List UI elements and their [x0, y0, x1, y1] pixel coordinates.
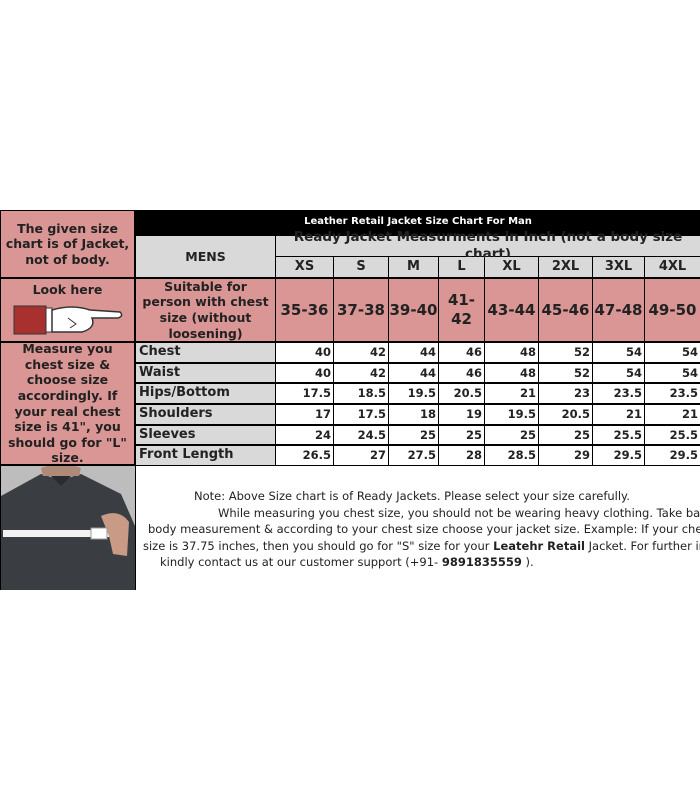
measurement-cell: 29.5	[593, 446, 644, 465]
note-line: body measurement & according to your che…	[148, 522, 700, 536]
measurement-cell: 54	[645, 364, 700, 382]
measurement-cell: 21	[593, 405, 644, 424]
measurement-cell: 46	[439, 364, 484, 382]
measurement-cell: 20.5	[439, 384, 484, 403]
chest-range: 37-38	[334, 279, 388, 341]
brand-name: Leatehr Retail	[493, 538, 585, 553]
measurement-cell: 40	[276, 364, 333, 382]
measurement-cell: 23	[539, 384, 592, 403]
row-label: Front Length	[136, 446, 275, 465]
size-header: 4XL	[645, 257, 700, 277]
row-label: Shoulders	[136, 405, 275, 424]
measurement-cell: 25	[389, 426, 438, 444]
look-here-label: Look here	[32, 282, 103, 297]
measurement-cell: 17.5	[334, 405, 388, 424]
chest-range: 49-50	[645, 279, 700, 341]
mens-label: MENS	[136, 236, 275, 277]
measurement-cell: 52	[539, 343, 592, 362]
measurement-cell: 19.5	[389, 384, 438, 403]
measurement-cell: 29.5	[645, 446, 700, 465]
measurement-cell: 24	[276, 426, 333, 444]
measurement-cell: 28	[439, 446, 484, 465]
measurement-cell: 54	[645, 343, 700, 362]
row-label: Waist	[136, 364, 275, 382]
measurement-cell: 28.5	[485, 446, 538, 465]
row-label: Chest	[136, 343, 275, 362]
note-line: kindly contact us at our customer suppor…	[160, 555, 534, 569]
size-header: XS	[276, 257, 333, 277]
measurement-cell: 48	[485, 343, 538, 362]
chest-range: 35-36	[276, 279, 333, 341]
measurement-cell: 25	[539, 426, 592, 444]
note-jacket-not-body: The given size chart is of Jacket, not o…	[1, 211, 134, 277]
measurement-cell: 42	[334, 343, 388, 362]
measurement-cell: 19	[439, 405, 484, 424]
measurement-cell: 52	[539, 364, 592, 382]
support-phone: 9891835559	[441, 555, 522, 569]
note-line: size is 37.75 inches, then you should go…	[143, 538, 700, 553]
measurement-cell: 54	[593, 364, 644, 382]
look-here-cell: Look here	[1, 279, 134, 341]
measurement-cell: 54	[593, 343, 644, 362]
row-label: Sleeves	[136, 426, 275, 444]
measurement-subheader: Ready Jacket Measurments in Inch (not a …	[276, 229, 700, 262]
chest-range: 43-44	[485, 279, 538, 341]
measurement-cell: 25	[485, 426, 538, 444]
measurement-cell: 25.5	[593, 426, 644, 444]
note-line: While measuring you chest size, you shou…	[218, 505, 700, 520]
pointing-hand-icon	[13, 305, 122, 335]
measurement-cell: 44	[389, 343, 438, 362]
size-chart: The given size chart is of Jacket, not o…	[0, 210, 700, 590]
size-header: XL	[485, 257, 538, 277]
measurement-cell: 19.5	[485, 405, 538, 424]
size-note: Note: Above Size chart is of Ready Jacke…	[136, 466, 700, 590]
chest-range: 47-48	[593, 279, 644, 341]
chest-range: 45-46	[539, 279, 592, 341]
size-header: S	[334, 257, 388, 277]
measurement-cell: 23.5	[645, 384, 700, 403]
measurement-cell: 25	[439, 426, 484, 444]
measurement-cell: 29	[539, 446, 592, 465]
measure-instructions: Measure you chest size & choose size acc…	[1, 341, 134, 465]
row-label: Hips/Bottom	[136, 384, 275, 403]
measurement-cell: 46	[439, 343, 484, 362]
measurement-cell: 18	[389, 405, 438, 424]
size-header: L	[439, 257, 484, 277]
chest-range: 41-42	[439, 279, 484, 341]
measurement-cell: 26.5	[276, 446, 333, 465]
measurement-cell: 18.5	[334, 384, 388, 403]
suitable-label: Suitable for person with chest size (wit…	[136, 279, 275, 341]
measurement-cell: 44	[389, 364, 438, 382]
size-header: 2XL	[539, 257, 592, 277]
measurement-cell: 27	[334, 446, 388, 465]
measurement-cell: 20.5	[539, 405, 592, 424]
note-line: Note: Above Size chart is of Ready Jacke…	[194, 489, 630, 503]
size-header: M	[389, 257, 438, 277]
measurement-cell: 21	[645, 405, 700, 424]
size-header: 3XL	[593, 257, 644, 277]
measurement-cell: 21	[485, 384, 538, 403]
measurement-cell: 17.5	[276, 384, 333, 403]
measurement-cell: 40	[276, 343, 333, 362]
measurement-cell: 17	[276, 405, 333, 424]
measurement-cell: 25.5	[645, 426, 700, 444]
measurement-cell: 23.5	[593, 384, 644, 403]
measuring-chest-photo	[1, 466, 135, 590]
chest-range: 39-40	[389, 279, 438, 341]
chart-title: Leather Retail Jacket Size Chart For Man	[136, 211, 700, 234]
measurement-cell: 27.5	[389, 446, 438, 465]
measurement-cell: 48	[485, 364, 538, 382]
measurement-cell: 42	[334, 364, 388, 382]
measurement-cell: 24.5	[334, 426, 388, 444]
